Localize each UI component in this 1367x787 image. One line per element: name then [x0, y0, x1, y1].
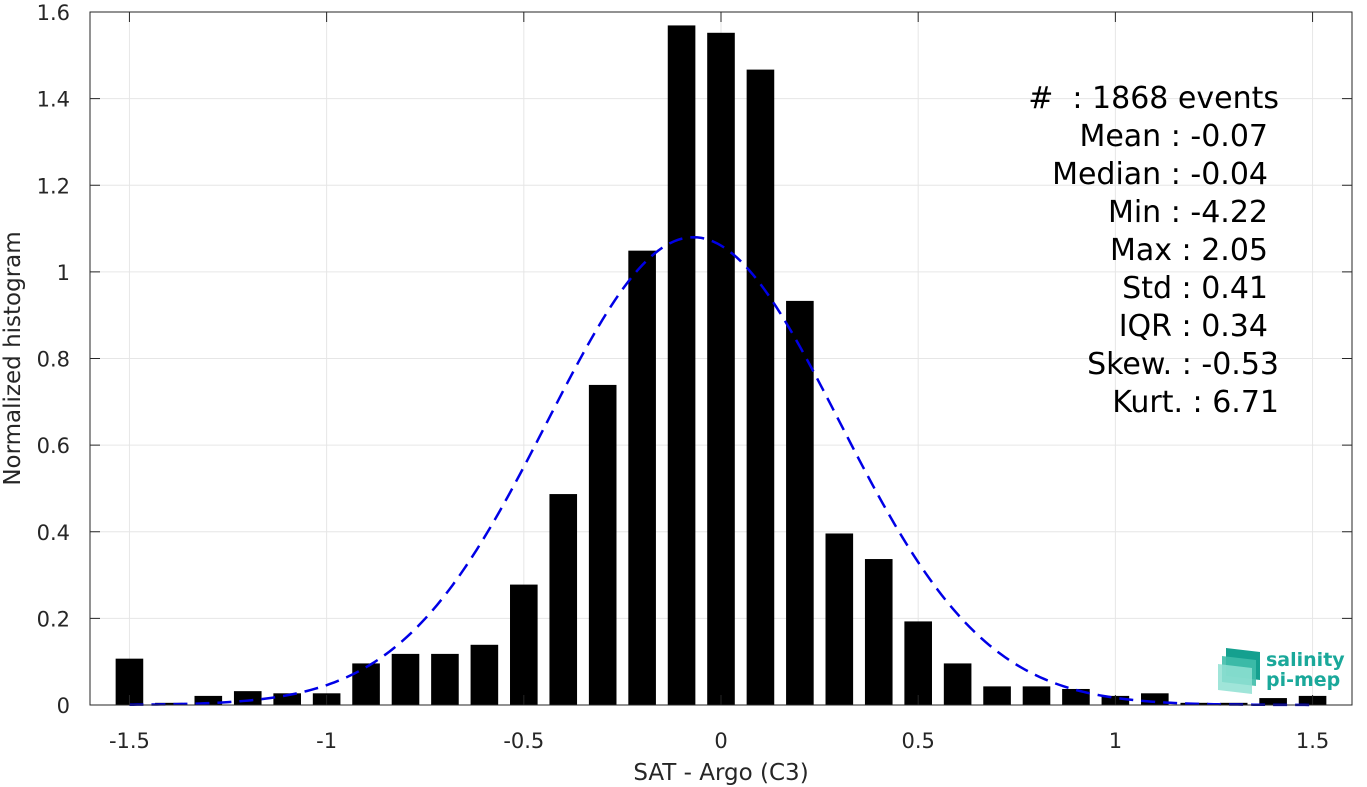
- x-tick-label: -1.5: [109, 729, 150, 753]
- histogram-bar: [825, 533, 854, 705]
- x-tick-label: -0.5: [503, 729, 544, 753]
- x-axis-label: SAT - Argo (C3): [633, 760, 808, 786]
- y-tick-label: 0: [57, 694, 70, 718]
- histogram-bar: [864, 559, 893, 705]
- y-tick-label: 1.6: [37, 1, 70, 25]
- axis-ticks: -1.5 -1 -0.5 0 0.5 1 1.5 0 0.2 0.4 0.6 0.8 1 1.2 1.4 1.…: [37, 1, 1352, 753]
- histogram-bar: [786, 300, 814, 705]
- y-tick-label: 1: [57, 261, 70, 285]
- histogram-bar: [983, 686, 1011, 705]
- bars: [115, 25, 1327, 706]
- histogram-bar: [746, 69, 775, 706]
- histogram-bar: [155, 702, 183, 705]
- y-tick-label: 0.4: [37, 521, 70, 545]
- stat-std: Std : 0.41: [1122, 271, 1268, 306]
- histogram-bar: [431, 653, 459, 705]
- histogram-bar: [352, 663, 380, 705]
- histogram-bar: [194, 695, 223, 705]
- histogram-bar: [510, 584, 538, 705]
- y-axis-label: Normalized histogram: [0, 231, 26, 485]
- logo-word-pimep: pi-mep: [1266, 669, 1341, 691]
- histogram-bar: [943, 663, 972, 705]
- histogram-bar: [904, 621, 932, 705]
- logo-word-salinity: salinity: [1266, 649, 1345, 671]
- histogram-bar: [1259, 698, 1287, 705]
- y-tick-label: 0.6: [37, 434, 70, 458]
- stat-min: Min : -4.22: [1107, 195, 1268, 230]
- stat-mean: Mean : -0.07: [1079, 119, 1268, 154]
- histogram-bar: [1022, 686, 1051, 705]
- histogram-bar: [391, 653, 420, 705]
- histogram-bar: [1141, 693, 1169, 705]
- stat-max: Max : 2.05: [1110, 233, 1268, 268]
- gaussian-fit-curve: [129, 235, 1313, 707]
- salinity-pimep-logo: salinity pi-mep: [1216, 646, 1346, 696]
- stat-iqr: IQR : 0.34: [1118, 309, 1268, 344]
- histogram-bar: [233, 691, 262, 705]
- y-tick-label: 0.2: [37, 607, 70, 631]
- y-tick-label: 0.8: [37, 348, 70, 372]
- histogram-bar: [628, 250, 656, 706]
- x-tick-label: 0.5: [901, 729, 934, 753]
- histogram-bar: [707, 32, 735, 706]
- histogram-bar: [549, 494, 578, 705]
- histogram-bar: [588, 384, 617, 705]
- y-tick-label: 1.2: [37, 174, 70, 198]
- x-tick-label: 1: [1109, 729, 1122, 753]
- x-tick-label: -1: [316, 729, 337, 753]
- histogram-bar: [273, 693, 301, 705]
- x-tick-label: 0: [714, 729, 727, 753]
- histogram-bar: [470, 644, 499, 705]
- histogram-bar: [667, 25, 696, 705]
- x-tick-label: 1.5: [1296, 729, 1329, 753]
- wave-logo-icon: [1218, 648, 1260, 694]
- stat-events: # : 1868 events: [1028, 81, 1279, 116]
- stat-kurt: Kurt. : 6.71: [1112, 385, 1279, 420]
- stat-skew: Skew. : -0.53: [1087, 347, 1279, 382]
- statistics-box: # : 1868 events Mean : -0.07 Median : -0…: [1028, 80, 1279, 422]
- y-tick-label: 1.4: [37, 88, 70, 112]
- stat-median: Median : -0.04: [1052, 157, 1268, 192]
